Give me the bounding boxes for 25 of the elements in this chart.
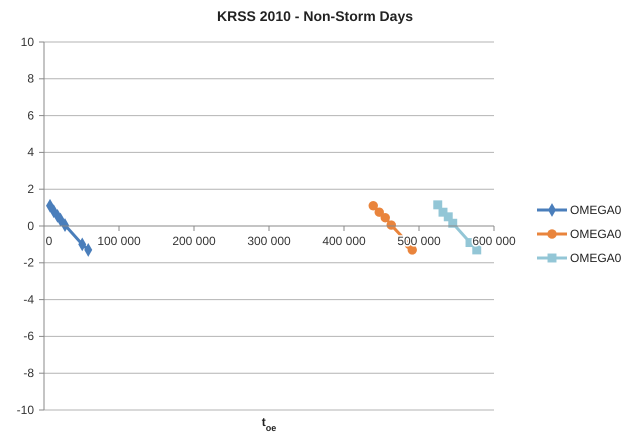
legend-label: OMEGA0: [570, 251, 622, 265]
y-tick-label: 8: [27, 72, 34, 86]
y-tick-label: -2: [23, 256, 34, 270]
chart-title: KRSS 2010 - Non-Storm Days: [216, 8, 414, 24]
y-tick-label: 10: [20, 34, 34, 49]
y-tick-label: 0: [27, 218, 34, 233]
y-tick-label: 2: [27, 182, 34, 196]
x-axis-title: t$_{oe}$: [262, 415, 276, 433]
x-tick-label: 600 000: [472, 234, 516, 248]
point: [374, 207, 384, 217]
legend-label: OMEGA0: [570, 227, 622, 241]
x-tick-label: 0: [46, 234, 53, 248]
x-tick-label: 200 000: [172, 234, 216, 248]
y-tick-label: -4: [23, 292, 34, 306]
y-tick-label: -8: [23, 366, 34, 380]
point: [368, 201, 378, 210]
y-tick-label: 4: [27, 145, 34, 160]
y-tick-label: -10: [16, 402, 34, 417]
y-tick-label: 6: [27, 108, 34, 122]
legend-label: OMEGA0: [570, 203, 622, 217]
y-tick-label: -6: [23, 329, 34, 344]
x-tick-label: 400 000: [322, 234, 366, 248]
point: [380, 213, 390, 222]
x-tick-label: 300 000: [247, 234, 292, 248]
x-tick-label: 100 000: [97, 234, 142, 248]
